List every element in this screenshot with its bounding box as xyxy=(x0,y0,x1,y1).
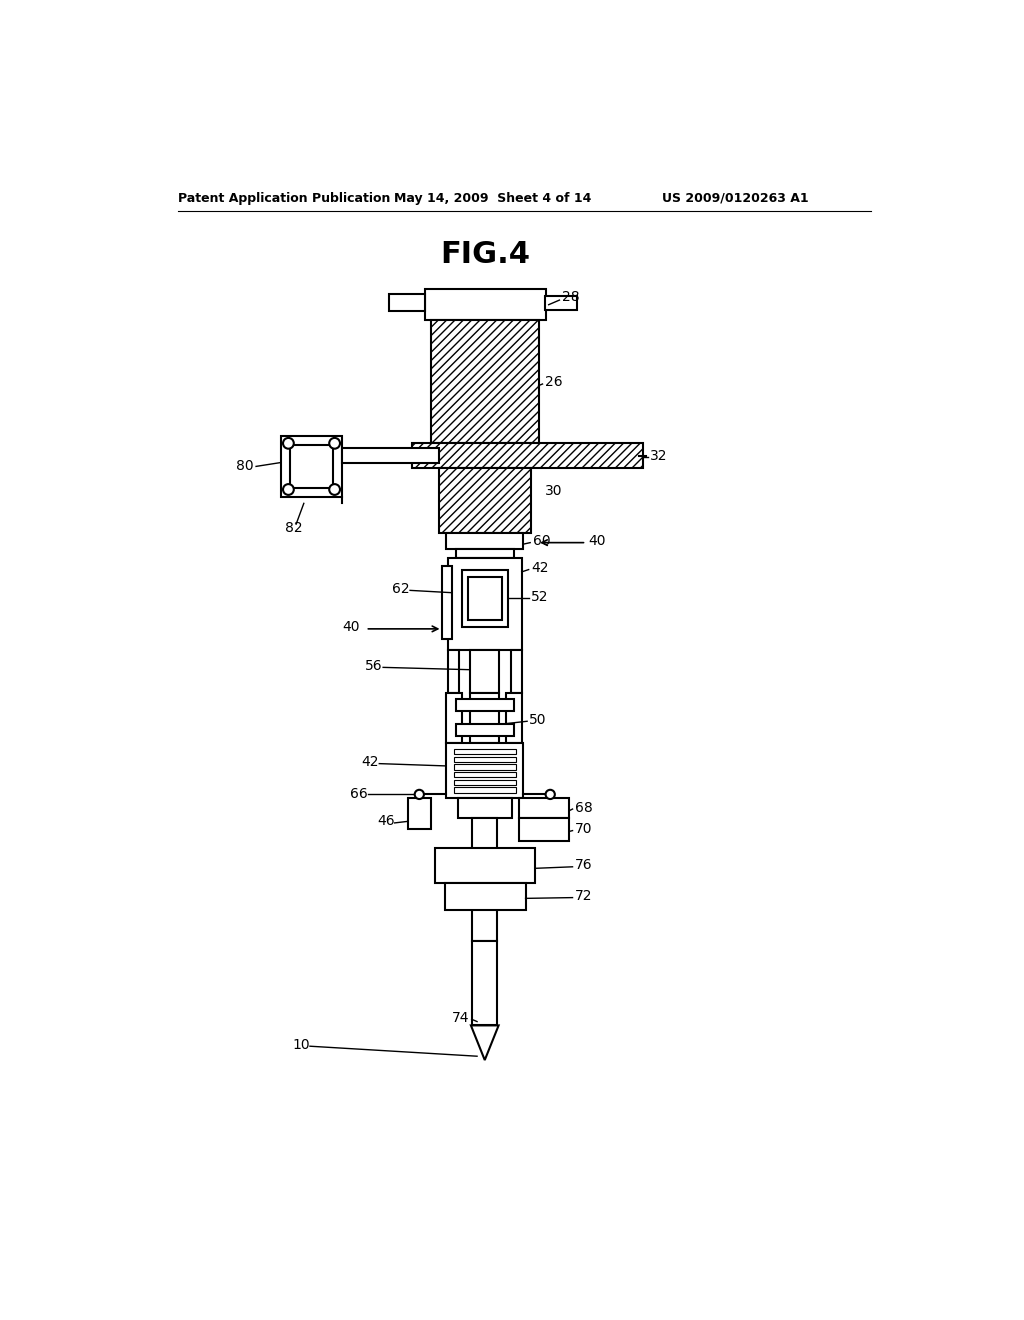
Bar xyxy=(454,788,515,793)
Bar xyxy=(519,799,569,817)
Text: 46: 46 xyxy=(377,814,394,829)
Text: 76: 76 xyxy=(574,858,593,873)
Circle shape xyxy=(283,438,294,449)
Bar xyxy=(462,570,508,627)
Bar xyxy=(431,321,539,444)
Text: 82: 82 xyxy=(285,521,302,535)
Circle shape xyxy=(546,789,555,799)
Bar xyxy=(456,549,514,558)
Bar xyxy=(472,941,497,1026)
Text: 42: 42 xyxy=(361,755,379,770)
Bar xyxy=(444,883,525,909)
Text: FIG.4: FIG.4 xyxy=(439,240,529,269)
Bar xyxy=(454,748,515,755)
Text: 72: 72 xyxy=(574,890,592,903)
Polygon shape xyxy=(471,1026,499,1060)
Bar xyxy=(519,817,569,841)
Text: 40: 40 xyxy=(342,620,359,635)
Bar xyxy=(472,817,497,941)
Bar xyxy=(447,558,521,651)
Bar xyxy=(442,566,452,639)
Circle shape xyxy=(330,484,340,495)
Text: Patent Application Publication: Patent Application Publication xyxy=(178,191,391,205)
Bar xyxy=(511,651,521,693)
Text: 10: 10 xyxy=(292,1038,310,1052)
Text: May 14, 2009  Sheet 4 of 14: May 14, 2009 Sheet 4 of 14 xyxy=(394,191,591,205)
Text: 42: 42 xyxy=(531,561,549,576)
Text: US 2009/0120263 A1: US 2009/0120263 A1 xyxy=(662,191,809,205)
Bar xyxy=(456,700,514,711)
Bar xyxy=(412,444,643,469)
Bar xyxy=(470,693,500,743)
Bar xyxy=(342,447,438,463)
Bar xyxy=(506,693,521,743)
Bar xyxy=(456,723,514,737)
Bar xyxy=(454,772,515,777)
Text: 32: 32 xyxy=(650,449,668,462)
Circle shape xyxy=(283,484,294,495)
Text: 30: 30 xyxy=(545,484,562,498)
Circle shape xyxy=(330,438,340,449)
Bar xyxy=(446,743,523,799)
Text: 28: 28 xyxy=(562,290,580,304)
Bar xyxy=(290,445,333,488)
Text: 50: 50 xyxy=(529,713,547,727)
Bar xyxy=(435,849,535,883)
Bar xyxy=(447,651,459,693)
Text: 68: 68 xyxy=(574,800,593,814)
Text: 56: 56 xyxy=(366,659,383,673)
Bar xyxy=(446,533,523,549)
Bar xyxy=(454,756,515,762)
Text: 66: 66 xyxy=(350,788,368,801)
Bar xyxy=(545,296,578,310)
Text: 62: 62 xyxy=(392,582,410,595)
Bar xyxy=(470,651,500,693)
Text: 80: 80 xyxy=(237,459,254,474)
Bar xyxy=(458,799,512,817)
Circle shape xyxy=(415,789,424,799)
Text: 52: 52 xyxy=(531,590,549,603)
Bar xyxy=(468,577,502,619)
Bar xyxy=(425,289,547,321)
Bar xyxy=(454,780,515,785)
Bar xyxy=(281,436,342,498)
Bar xyxy=(388,294,425,312)
Bar xyxy=(446,693,462,743)
Bar xyxy=(408,799,431,829)
Text: 74: 74 xyxy=(452,1011,469,1024)
Text: 26: 26 xyxy=(545,375,562,388)
Bar xyxy=(454,764,515,770)
Bar xyxy=(438,469,531,533)
Text: 40: 40 xyxy=(589,535,606,548)
Text: 60: 60 xyxy=(532,535,550,548)
Text: 70: 70 xyxy=(574,822,592,836)
